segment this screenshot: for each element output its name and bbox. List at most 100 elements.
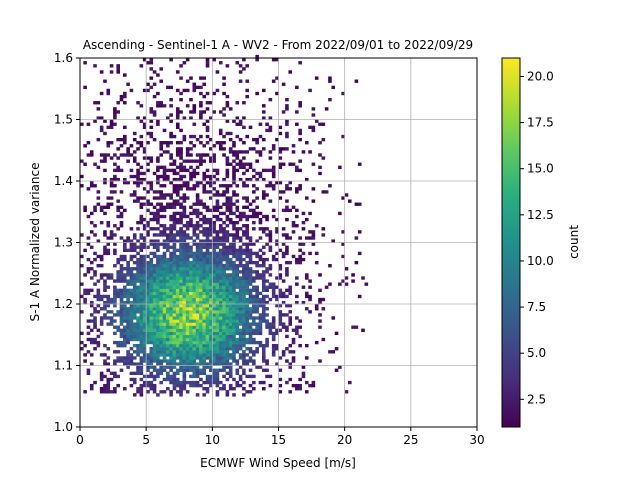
heatmap-cell: [205, 347, 210, 351]
heatmap-cell: [185, 267, 190, 271]
heatmap-cell: [89, 313, 94, 317]
heatmap-cell: [209, 331, 213, 336]
heatmap-cell: [162, 224, 167, 228]
heatmap-cell: [175, 230, 180, 234]
heatmap-cell: [139, 217, 144, 222]
heatmap-cell: [222, 153, 226, 157]
heatmap-cell: [129, 362, 134, 366]
heatmap-cell: [225, 168, 230, 173]
heatmap-cell: [245, 313, 250, 317]
heatmap-cell: [156, 325, 160, 329]
heatmap-cell: [199, 377, 203, 382]
heatmap-cell: [212, 347, 216, 351]
heatmap-cell: [205, 257, 210, 262]
heatmap-cell: [142, 322, 147, 326]
heatmap-cell: [232, 193, 236, 197]
heatmap-cell: [218, 328, 223, 332]
heatmap-cell: [162, 390, 167, 394]
heatmap-cell: [166, 141, 170, 145]
heatmap-cell: [162, 150, 167, 154]
heatmap-cell: [172, 233, 177, 237]
heatmap-cell: [139, 297, 144, 302]
heatmap-cell: [185, 300, 190, 305]
heatmap-cell: [318, 122, 322, 126]
heatmap-cell: [215, 242, 220, 246]
heatmap-cell: [119, 328, 124, 332]
heatmap-cell: [268, 230, 273, 234]
heatmap-cell: [192, 227, 197, 231]
heatmap-cell: [132, 300, 137, 305]
heatmap-cell: [235, 380, 240, 385]
heatmap-cell: [162, 104, 167, 108]
heatmap-cell: [295, 214, 299, 219]
heatmap-cell: [242, 331, 246, 336]
heatmap-cell: [202, 239, 207, 243]
heatmap-cell: [295, 190, 299, 194]
heatmap-cell: [311, 242, 316, 246]
heatmap-cell: [242, 116, 246, 120]
heatmap-cell: [252, 316, 256, 320]
heatmap-cell: [182, 233, 187, 237]
heatmap-cell: [132, 199, 137, 203]
heatmap-cell: [189, 282, 193, 286]
heatmap-cell: [235, 340, 240, 345]
heatmap-cell: [222, 107, 226, 111]
heatmap-cell: [295, 331, 299, 336]
heatmap-cell: [238, 313, 243, 317]
heatmap-cell: [109, 119, 114, 123]
heatmap-cell: [185, 260, 190, 265]
heatmap-cell: [192, 82, 197, 86]
heatmap-cell: [192, 350, 197, 354]
heatmap-cell: [162, 279, 167, 283]
heatmap-cell: [252, 168, 256, 173]
heatmap-cell: [268, 267, 273, 271]
heatmap-cell: [89, 181, 94, 185]
heatmap-cell: [83, 208, 87, 213]
heatmap-cell: [209, 340, 213, 345]
heatmap-cell: [218, 224, 223, 228]
heatmap-cell: [331, 350, 336, 354]
heatmap-cell: [156, 208, 160, 213]
heatmap-cell: [232, 294, 236, 299]
heatmap-cell: [195, 251, 200, 256]
heatmap-cell: [119, 94, 124, 99]
heatmap-cell: [225, 316, 230, 320]
heatmap-cell: [132, 181, 137, 185]
heatmap-cell: [311, 233, 316, 237]
heatmap-cell: [205, 374, 210, 379]
heatmap-cell: [261, 110, 266, 114]
heatmap-cell: [146, 141, 150, 145]
heatmap-cell: [182, 279, 187, 283]
heatmap-cell: [93, 224, 97, 228]
heatmap-cell: [166, 288, 170, 292]
heatmap-cell: [146, 374, 150, 379]
heatmap-cell: [175, 273, 180, 277]
heatmap-cell: [228, 202, 233, 206]
heatmap-cell: [152, 211, 157, 216]
heatmap-cell: [222, 184, 226, 188]
heatmap-cell: [225, 334, 230, 339]
heatmap-cell: [149, 304, 154, 308]
heatmap-cell: [113, 319, 117, 323]
heatmap-cell: [152, 325, 157, 329]
heatmap-cell: [232, 347, 236, 351]
heatmap-cell: [162, 233, 167, 237]
heatmap-cell: [185, 313, 190, 317]
heatmap-cell: [189, 380, 193, 385]
heatmap-cell: [179, 387, 183, 391]
heatmap-cell: [152, 322, 157, 326]
heatmap-cell: [202, 325, 207, 329]
heatmap-cell: [123, 73, 127, 77]
heatmap-cell: [93, 316, 97, 320]
heatmap-cell: [162, 165, 167, 169]
heatmap-cell: [275, 294, 279, 299]
heatmap-cell: [268, 248, 273, 253]
heatmap-cell: [258, 380, 263, 385]
heatmap-cell: [179, 97, 183, 102]
heatmap-cell: [149, 282, 154, 286]
heatmap-cell: [172, 239, 177, 243]
heatmap-cell: [142, 267, 147, 271]
heatmap-cell: [275, 227, 279, 231]
heatmap-cell: [142, 319, 147, 323]
heatmap-cell: [232, 297, 236, 302]
